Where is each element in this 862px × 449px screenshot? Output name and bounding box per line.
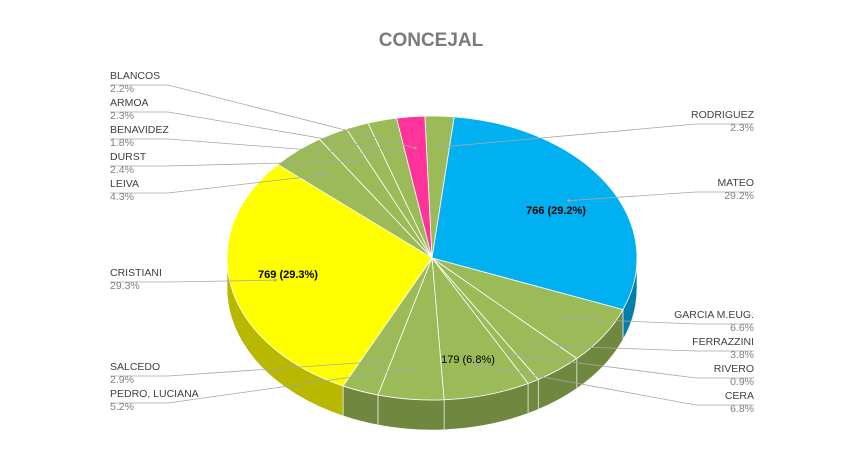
slice-percent-mateo: 29.2% <box>724 190 754 202</box>
leader-line-cera <box>475 364 754 406</box>
leader-dot-armoa <box>391 149 395 152</box>
leader-dot-cristiani <box>273 278 277 282</box>
leader-dot-benavidez <box>372 153 376 157</box>
slice-percent-salcedo: 2.9% <box>110 374 134 386</box>
slice-percent-armoa: 2.3% <box>110 110 134 122</box>
leader-dot-rodriguez <box>436 145 440 149</box>
data-label-cera: 179 (6.8%) <box>441 354 495 366</box>
leader-dot-durst <box>353 159 356 163</box>
leader-line-benavidez <box>110 138 374 156</box>
slice-label-durst: DURST <box>110 151 147 163</box>
leader-line-blancos <box>110 84 416 149</box>
slice-percent-leiva: 4.3% <box>110 191 134 203</box>
pie-slice-blancos <box>396 115 433 259</box>
slice-percent-rivero: 0.9% <box>730 376 754 388</box>
leader-dot-rivero <box>509 352 513 356</box>
slice-percent-ferrazzini: 3.8% <box>730 349 754 361</box>
pie-slice-mateo <box>431 116 638 311</box>
leader-line-salcedo <box>110 361 377 377</box>
slice-percent-cristiani: 29.3% <box>110 280 140 292</box>
slice-percent-pedro-luciana: 5.2% <box>110 401 134 413</box>
leader-dot-mateo <box>567 199 571 202</box>
slice-label-ferrazzini: FERRAZZINI <box>692 336 754 348</box>
leader-line-ferrazzini <box>530 344 754 352</box>
slice-label-salcedo: SALCEDO <box>110 361 160 373</box>
slice-label-blancos: BLANCOS <box>110 70 160 82</box>
slice-percent-cera: 6.8% <box>730 403 754 415</box>
leader-dot-leiva <box>325 173 329 176</box>
leader-dot-salcedo <box>374 360 378 364</box>
slice-label-pedro-luciana: PEDRO, LUCIANA <box>110 388 199 400</box>
pie-slice-cristiani <box>226 163 433 387</box>
data-label-cristiani: 769 (29.3%) <box>258 269 318 281</box>
leader-line-durst <box>110 160 355 167</box>
leader-line-leiva <box>110 174 328 194</box>
leader-line-cristiani <box>110 279 276 283</box>
leader-dot-pedro-luciana <box>414 366 417 370</box>
slice-label-armoa: ARMOA <box>110 97 149 109</box>
slice-percent-benavidez: 1.8% <box>110 137 134 149</box>
slice-percent-durst: 2.4% <box>110 164 134 176</box>
slice-percent-rodriguez: 2.3% <box>730 122 754 134</box>
leader-dot-cera <box>473 363 477 367</box>
slice-label-cristiani: CRISTIANI <box>110 267 162 279</box>
leader-dot-ferrazzini <box>529 343 533 347</box>
leader-line-rodriguez <box>437 123 754 148</box>
slice-label-leiva: LEIVA <box>110 178 139 190</box>
pie-top-layer <box>226 115 638 401</box>
pie-side-layer <box>226 257 638 431</box>
slice-label-garcia-m-eug-: GARCIA M.EUG. <box>674 309 754 321</box>
leader-line-garcia-m-eug- <box>565 318 754 325</box>
slice-label-rivero: RIVERO <box>714 363 754 375</box>
slice-label-mateo: MATEO <box>717 177 754 189</box>
slice-percent-garcia-m-eug-: 6.6% <box>730 322 754 334</box>
chart-title: CONCEJAL <box>378 30 484 51</box>
slice-label-benavidez: BENAVIDEZ <box>110 124 169 136</box>
slice-label-cera: CERA <box>725 390 754 402</box>
slice-percent-blancos: 2.2% <box>110 83 134 95</box>
leader-line-pedro-luciana <box>110 367 416 404</box>
leader-dot-blancos <box>413 146 417 150</box>
leader-dot-garcia-m-eug- <box>564 317 568 321</box>
slice-label-rodriguez: RODRIGUEZ <box>691 109 755 121</box>
pie-side-rivero <box>527 378 539 414</box>
leader-line-armoa <box>110 111 394 151</box>
leader-line-rivero <box>510 353 754 379</box>
data-label-mateo: 766 (29.2%) <box>526 205 586 217</box>
leader-line-mateo <box>568 191 754 201</box>
